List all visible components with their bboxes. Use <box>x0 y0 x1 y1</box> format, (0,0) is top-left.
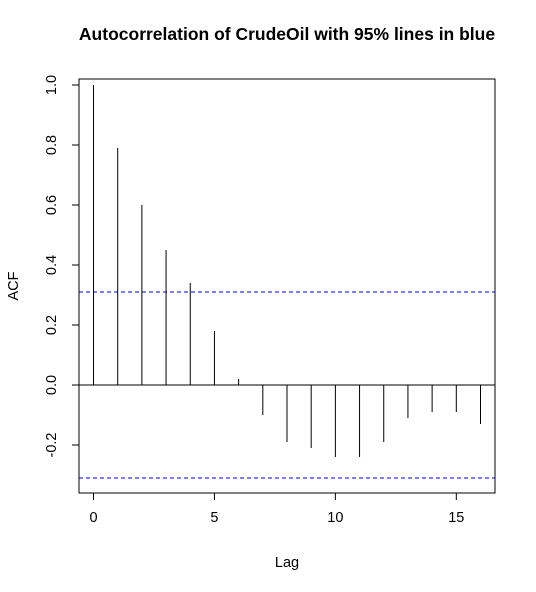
x-tick-label: 0 <box>89 510 97 526</box>
y-tick-label: 0.2 <box>44 315 60 335</box>
x-tick-label: 10 <box>327 510 343 526</box>
y-tick-label: 0.8 <box>44 135 60 155</box>
y-tick-label: 0.6 <box>44 195 60 215</box>
x-tick-label: 15 <box>448 510 464 526</box>
y-tick-label: 1.0 <box>44 75 60 95</box>
x-tick-label: 5 <box>210 510 218 526</box>
chart-title: Autocorrelation of CrudeOil with 95% lin… <box>79 24 495 44</box>
x-axis-label: Lag <box>275 555 299 571</box>
y-tick-label: 0.0 <box>44 375 60 395</box>
y-tick-label: -0.2 <box>44 433 60 458</box>
y-tick-label: 0.4 <box>44 255 60 275</box>
y-axis-label: ACF <box>6 271 22 300</box>
